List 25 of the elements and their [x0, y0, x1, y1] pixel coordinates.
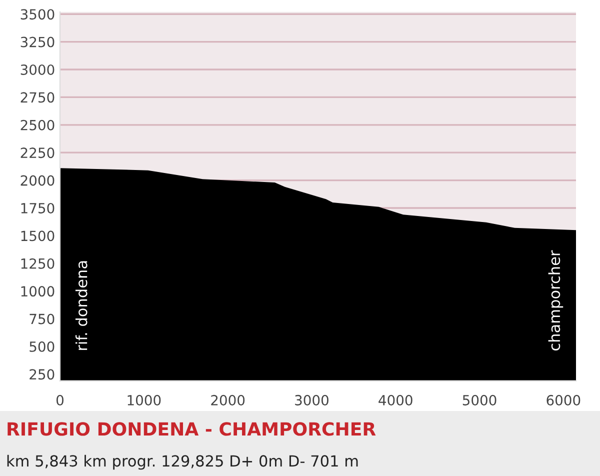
x-tick-label: 6000 — [546, 394, 580, 406]
y-tick-label: 250 — [30, 369, 54, 380]
y-tick-label: 3250 — [20, 36, 54, 48]
x-tick-label: 4000 — [378, 394, 412, 406]
x-tick-label: 5000 — [462, 394, 496, 406]
text: km 5,843 km progr. 129,825 D+ 0m D- 701 m — [7, 454, 358, 470]
x-tick-label: 3000 — [295, 394, 328, 406]
y-tick-label: 2250 — [20, 148, 54, 158]
x-tick-label: 2000 — [211, 394, 245, 406]
y-tick-label: 1000 — [21, 286, 54, 297]
y-tick-label: 1500 — [21, 230, 54, 242]
y-tick-label: 3000 — [20, 64, 54, 75]
text: RIFUGIO DONDENA - CHAMPORCHER — [8, 422, 376, 436]
annotation: rif. dondena — [75, 261, 88, 350]
y-tick-label: 1750 — [21, 202, 54, 214]
x-tick-label: 1000 — [128, 394, 161, 406]
y-tick-label: 2500 — [20, 120, 54, 130]
y-tick-label: 1250 — [21, 258, 54, 269]
annotation: champorcher — [548, 250, 564, 350]
y-tick-label: 500 — [30, 341, 54, 352]
y-tick-label: 2000 — [20, 175, 54, 186]
x-tick-label: 0 — [56, 394, 64, 406]
y-tick-label: 2750 — [20, 92, 54, 103]
y-tick-label: 750 — [30, 314, 54, 324]
y-tick-label: 3500 — [20, 9, 54, 20]
